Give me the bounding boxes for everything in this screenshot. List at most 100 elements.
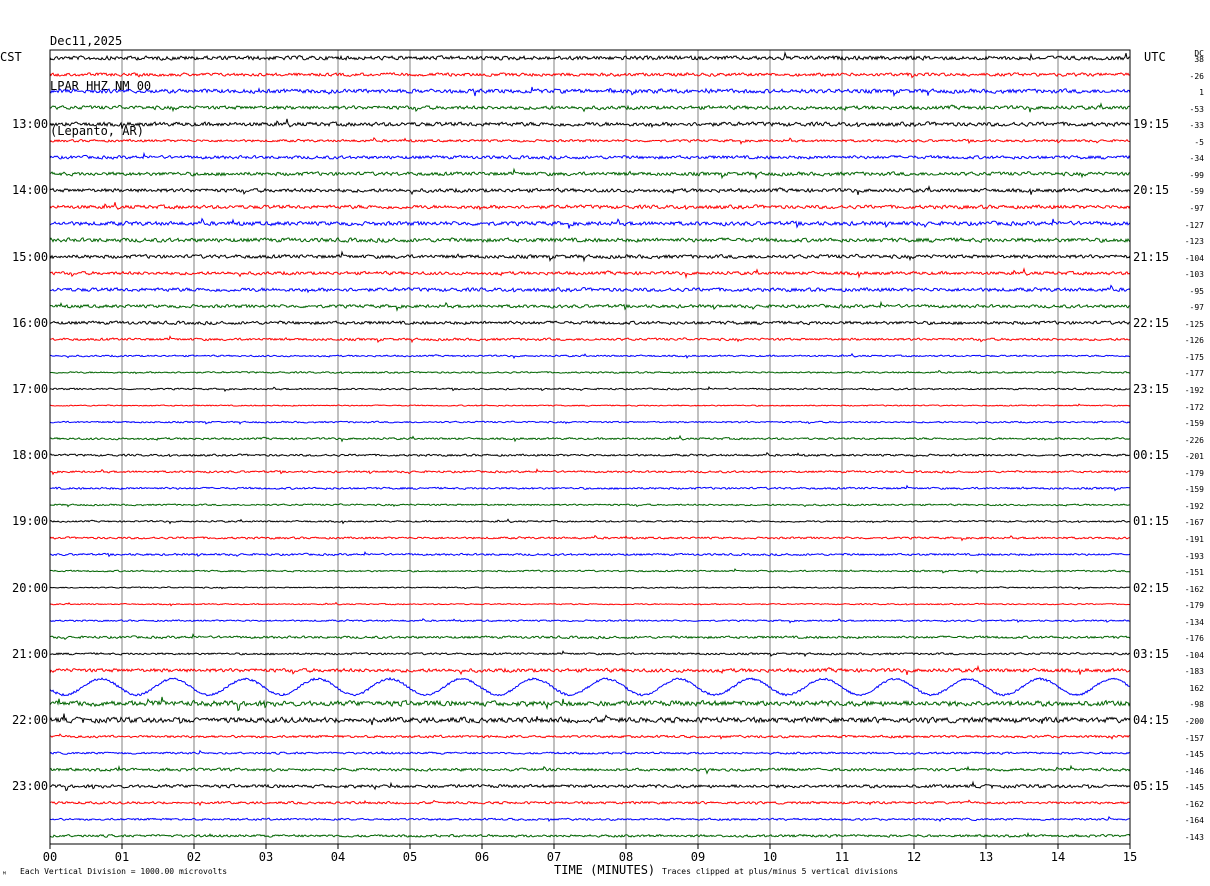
x-tick-label: 00	[42, 850, 58, 864]
trace-line	[49, 831, 1131, 838]
trace-line	[49, 713, 1131, 726]
plot-frame	[49, 49, 1131, 845]
trace-line	[49, 369, 1131, 375]
dc-offset-label: -104	[1184, 253, 1204, 263]
cst-hour-label: 14:00	[12, 183, 49, 198]
trace-line	[49, 586, 1131, 590]
x-tick-label: 10	[762, 850, 778, 864]
utc-hour-label: 02:15	[1133, 580, 1170, 595]
trace-line	[49, 534, 1130, 542]
trace-line	[49, 780, 1131, 792]
x-tick-label: 02	[186, 850, 202, 864]
trace-line	[49, 503, 1130, 508]
trace-line	[49, 764, 1131, 775]
trace-line	[49, 518, 1131, 525]
right-axis-title: UTC	[1144, 50, 1166, 64]
x-tick-label: 06	[474, 850, 490, 864]
dc-offset-label: -193	[1184, 551, 1204, 561]
dc-offset-label: -99	[1189, 170, 1204, 180]
x-tick-label: 04	[330, 850, 346, 864]
trace-line	[49, 799, 1131, 807]
x-tick-label: 03	[258, 850, 274, 864]
trace-line	[49, 184, 1131, 196]
dc-offset-label: -134	[1184, 617, 1204, 627]
dc-offset-label: -226	[1184, 435, 1204, 445]
dc-offset-label: -104	[1184, 650, 1204, 660]
utc-hour-label: 21:15	[1133, 249, 1170, 264]
dc-offset-label: -26	[1189, 71, 1204, 81]
trace-line	[49, 167, 1131, 180]
dc-offset-label: -183	[1184, 667, 1204, 677]
trace-line	[49, 749, 1131, 755]
x-tick-label: 13	[978, 850, 994, 864]
x-tick-label: 14	[1050, 850, 1066, 864]
cst-hour-label: 19:00	[12, 514, 49, 529]
dc-offset-label: -179	[1184, 601, 1204, 611]
x-tick-label: 12	[906, 850, 922, 864]
dc-offset-label: -179	[1184, 468, 1204, 478]
dc-offset-label: -143	[1184, 832, 1204, 842]
dc-offset-label: -172	[1184, 402, 1204, 412]
trace-line	[49, 267, 1131, 280]
dc-offset-label: -123	[1184, 237, 1204, 247]
trace-line	[49, 434, 1131, 443]
dc-offset-label: -164	[1184, 816, 1204, 826]
trace-line	[49, 815, 1130, 823]
dc-offset-label: -151	[1184, 568, 1204, 578]
utc-hour-label: 20:15	[1133, 183, 1170, 198]
trace-line	[49, 102, 1130, 113]
dc-offset-label: -97	[1189, 203, 1204, 213]
trace-line	[49, 386, 1131, 392]
cst-hour-label: 13:00	[12, 117, 49, 132]
trace-line	[49, 217, 1131, 229]
dc-offset-label: -176	[1184, 634, 1204, 644]
trace-line	[49, 250, 1131, 263]
trace-line	[49, 601, 1131, 607]
location-label: (Lepanto, AR)	[50, 124, 144, 138]
utc-hour-label: 23:15	[1133, 382, 1170, 396]
dc-offset-label: -145	[1184, 750, 1204, 760]
dc-offset-label: -5	[1194, 137, 1204, 147]
x-tick-label: 05	[402, 850, 418, 864]
trace-line	[49, 733, 1131, 740]
dc-offset-label: -98	[1189, 700, 1204, 710]
trace-line	[49, 664, 1131, 676]
cst-hour-label: 23:00	[12, 779, 49, 794]
trace-line	[49, 650, 1131, 658]
dc-offset-label: -159	[1184, 419, 1204, 429]
dc-offset-label: -192	[1184, 501, 1204, 511]
trace-line	[49, 151, 1131, 160]
dc-offset-label: -125	[1184, 319, 1204, 329]
trace-line	[49, 118, 1131, 130]
dc-offset-label: -200	[1184, 717, 1204, 726]
trace-line	[49, 550, 1131, 558]
trace-line	[49, 320, 1131, 326]
dc-offset-label: -191	[1184, 534, 1204, 544]
trace-line	[49, 484, 1130, 492]
trace-line	[49, 237, 1131, 244]
x-tick-label: 08	[618, 850, 634, 864]
trace-line	[49, 335, 1131, 344]
trace-line	[49, 51, 1131, 61]
utc-hour-label: 03:15	[1133, 646, 1170, 661]
dc-offset-label: -201	[1184, 452, 1204, 462]
cst-hour-label: 20:00	[12, 580, 49, 595]
trace-line	[49, 137, 1131, 146]
x-tick-label: 15	[1122, 850, 1138, 864]
dc-offset-label: -126	[1184, 336, 1204, 346]
date-label: Dec11,2025	[50, 34, 123, 48]
x-axis-label: TIME (MINUTES)	[554, 863, 656, 877]
dc-offset-label: -175	[1184, 352, 1204, 362]
cst-hour-label: 15:00	[12, 249, 49, 264]
cst-hour-label: 18:00	[12, 448, 49, 463]
utc-hour-label: 22:15	[1133, 315, 1170, 330]
x-tick-label: 07	[546, 850, 562, 864]
dc-offset-label: -162	[1184, 799, 1204, 809]
dc-offset-label: -127	[1184, 220, 1204, 230]
vertical-division-note: Each Vertical Division = 1000.00 microvo…	[20, 867, 228, 876]
dc-offset-label: -95	[1189, 286, 1204, 296]
trace-line	[49, 452, 1130, 457]
cst-hour-label: 22:00	[12, 713, 49, 727]
trace-line	[49, 696, 1131, 712]
x-tick-label: 11	[834, 850, 850, 864]
